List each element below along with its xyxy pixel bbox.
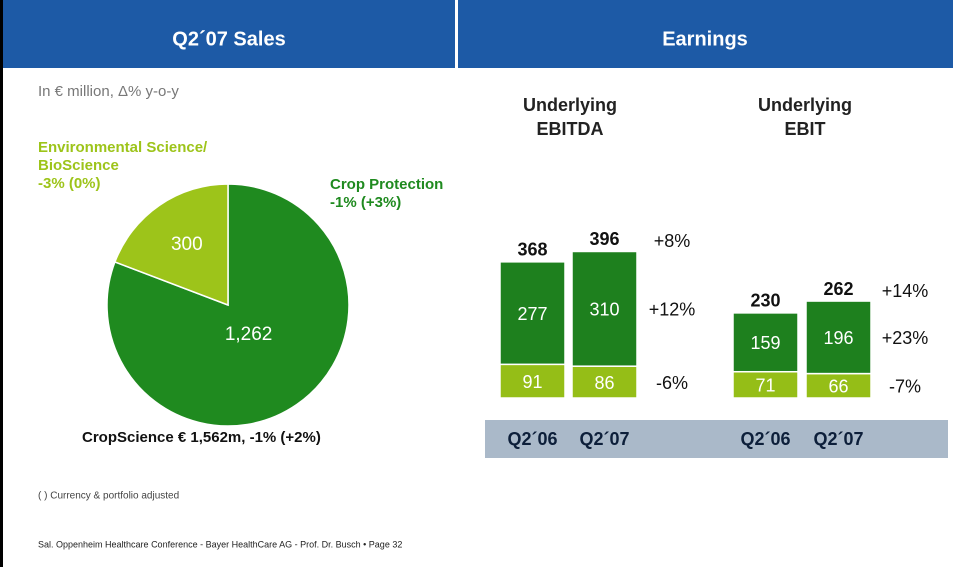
category-strip — [485, 420, 948, 458]
category-label: Q2´06 — [507, 429, 557, 449]
change-label: +8% — [654, 231, 691, 251]
category-label: BioScience — [38, 157, 119, 174]
category-label: Q2´06 — [740, 429, 790, 449]
change-label: +14% — [882, 281, 929, 301]
bar-segment — [805, 372, 872, 399]
segment-label: 71 — [755, 376, 775, 396]
chart-title: Underlying — [523, 95, 617, 115]
total-label: 262 — [823, 279, 853, 299]
left-border — [0, 0, 3, 567]
footer: Sal. Oppenheim Healthcare Conference - B… — [38, 539, 402, 549]
header-title: Q2´07 Sales — [172, 28, 285, 50]
segment-label: 91 — [522, 372, 542, 392]
category-label: Crop Protection — [330, 176, 443, 193]
chart-title: EBITDA — [537, 119, 604, 139]
bar-segment — [805, 300, 872, 375]
segment-label: 159 — [750, 333, 780, 353]
segment-label: 86 — [594, 373, 614, 393]
segment-label: 277 — [517, 304, 547, 324]
segment-label: 196 — [823, 328, 853, 348]
slice-label: 1,262 — [225, 324, 273, 345]
bar-segment — [732, 312, 799, 373]
header-tab — [458, 0, 953, 68]
bar-segment — [499, 363, 566, 399]
segment-label: 66 — [828, 377, 848, 397]
category-label: Environmental Science/ — [38, 139, 208, 156]
total-label: 368 — [517, 240, 547, 260]
category-label: Q2´07 — [813, 429, 863, 449]
subtitle: In € million, Δ% y-o-y — [38, 83, 179, 100]
total-label: CropScience € 1,562m, -1% (+2%) — [82, 429, 321, 446]
bar-segment — [571, 365, 638, 399]
change-label: -6% — [656, 373, 688, 393]
change-label: +23% — [882, 328, 929, 348]
chart-title: Underlying — [758, 95, 852, 115]
pie-slice — [113, 183, 229, 307]
bar-segment — [571, 250, 638, 367]
category-label: Q2´07 — [579, 429, 629, 449]
total-label: 396 — [589, 229, 619, 249]
header-tab — [3, 0, 455, 68]
bar-segment — [499, 261, 566, 366]
change-label: +12% — [649, 300, 696, 320]
category-label: -3% (0%) — [38, 175, 101, 192]
header-title: Earnings — [662, 28, 748, 50]
slice-label: 300 — [171, 234, 203, 255]
bar-segment — [732, 370, 799, 399]
change-label: -7% — [889, 377, 921, 397]
chart-title: EBIT — [784, 119, 825, 139]
segment-label: 310 — [589, 300, 619, 320]
footnote: ( ) Currency & portfolio adjusted — [38, 491, 179, 502]
total-label: 230 — [750, 291, 780, 311]
category-label: -1% (+3%) — [330, 194, 401, 211]
